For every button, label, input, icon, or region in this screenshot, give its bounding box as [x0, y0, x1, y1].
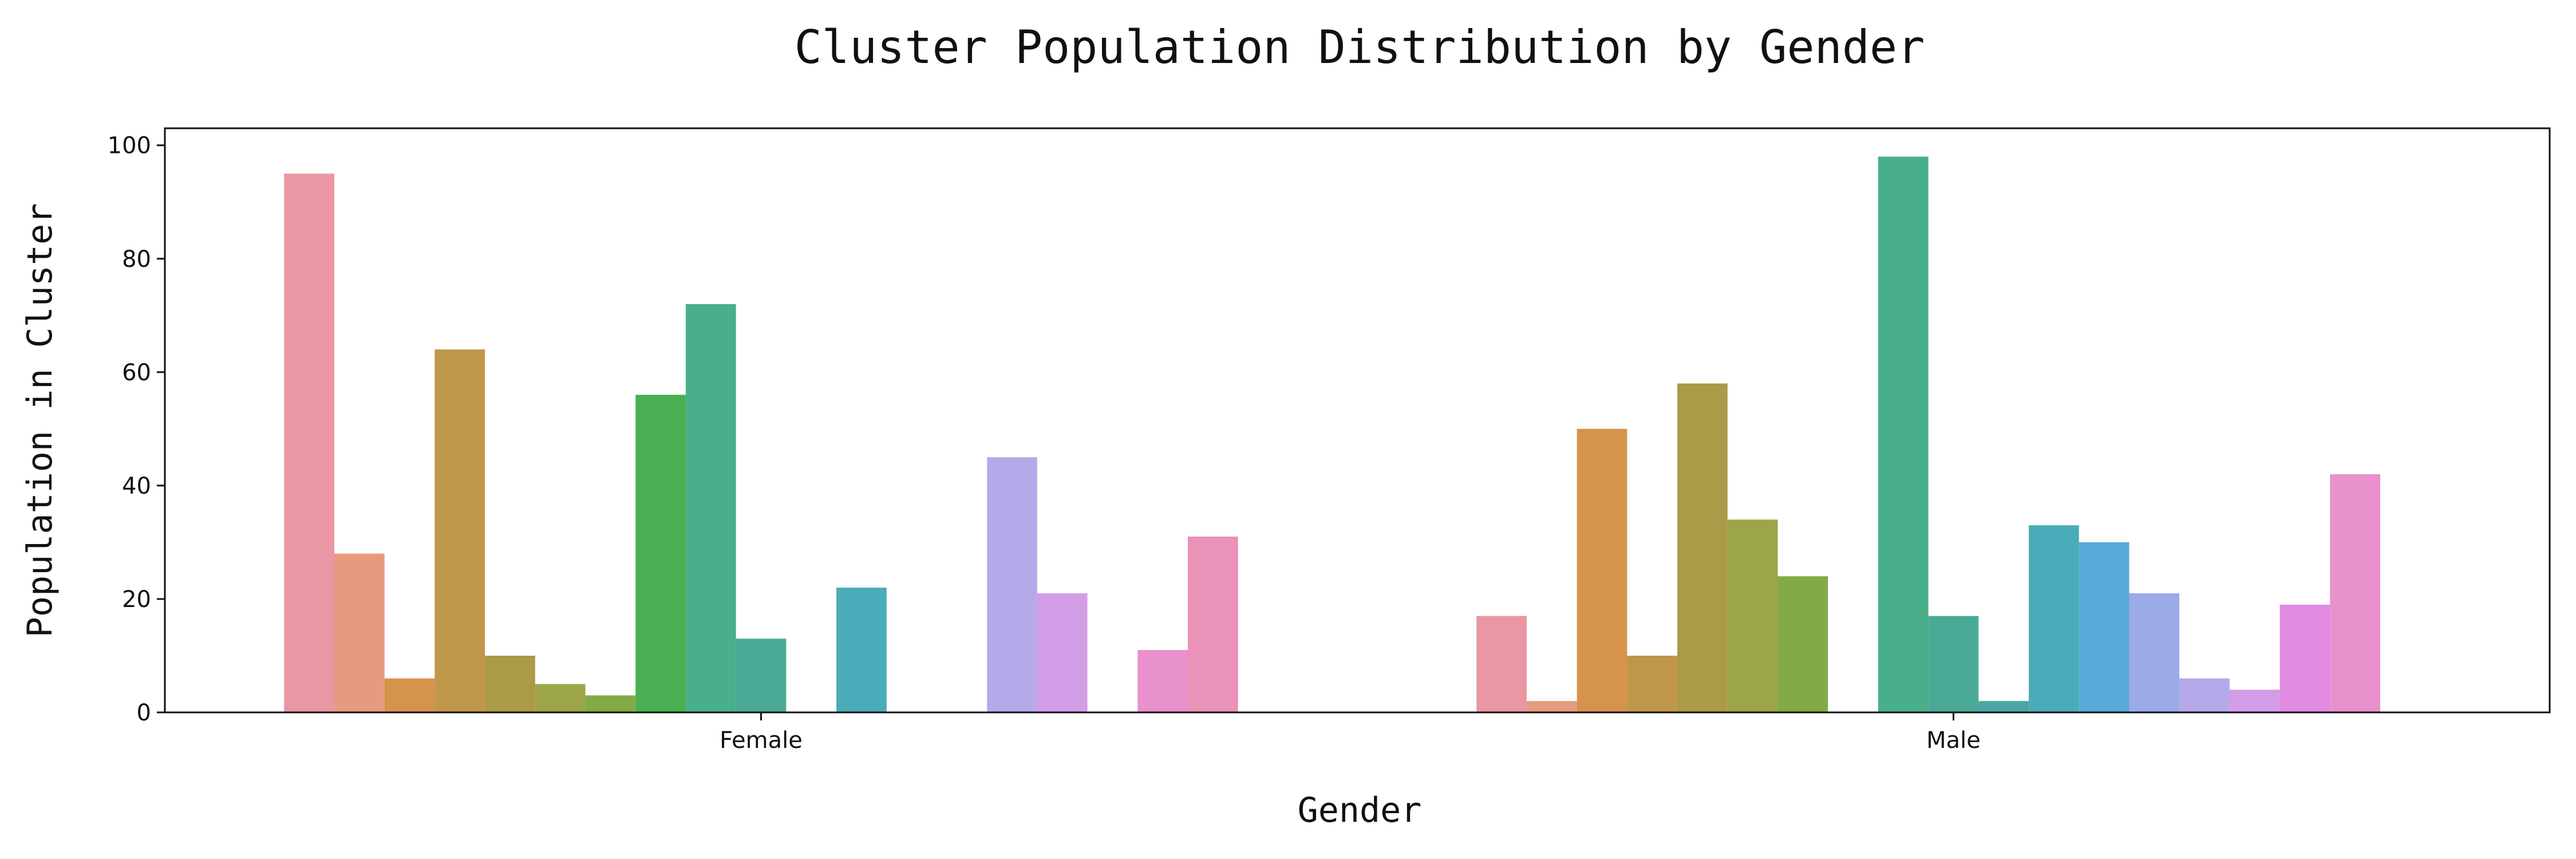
y-tick-label: 80: [122, 246, 151, 273]
bar-male-cluster-5: [1727, 519, 1778, 712]
bar-female-cluster-3: [434, 349, 485, 712]
x-tick-label-male: Male: [1926, 727, 1981, 754]
bar-female-cluster-2: [384, 678, 435, 712]
bar-male-cluster-14: [2179, 678, 2230, 712]
y-axis-label: Population in Cluster: [20, 203, 60, 638]
bar-male-cluster-16: [2279, 604, 2330, 712]
y-tick-label: 100: [108, 133, 151, 159]
bar-male-cluster-1: [1527, 701, 1577, 712]
bar-male-cluster-4: [1677, 383, 1728, 712]
x-axis: Female Male: [720, 712, 1981, 754]
y-axis: 0 20 40 60 80 100: [108, 133, 165, 726]
bar-male-cluster-12: [2079, 542, 2129, 712]
bar-male-cluster-3: [1627, 655, 1678, 712]
bar-male-cluster-2: [1577, 428, 1627, 712]
bar-female-cluster-1: [334, 553, 385, 712]
bar-female-cluster-8: [685, 304, 736, 712]
x-axis-label: Gender: [1298, 790, 1422, 830]
y-tick-label: 40: [122, 473, 151, 499]
bar-female-cluster-7: [635, 395, 686, 712]
bar-female-cluster-17: [1137, 650, 1188, 712]
y-tick-label: 20: [122, 586, 151, 613]
bar-female-cluster-9: [736, 639, 787, 712]
bar-female-cluster-11: [836, 588, 887, 712]
bar-male-cluster-15: [2229, 689, 2280, 712]
bars-group: [284, 156, 2380, 713]
bar-female-cluster-18: [1187, 537, 1238, 712]
bar-male-cluster-10: [1978, 701, 2029, 712]
bar-male-cluster-6: [1777, 576, 1828, 712]
bar-male-cluster-17: [2330, 474, 2380, 712]
bar-female-cluster-14: [987, 457, 1037, 712]
bar-male-cluster-11: [2029, 525, 2079, 712]
y-tick-label: 60: [122, 360, 151, 386]
x-tick-label-female: Female: [720, 727, 803, 754]
y-tick-label: 0: [137, 700, 151, 726]
chart-title: Cluster Population Distribution by Gende…: [795, 21, 1925, 74]
bar-male-cluster-8: [1878, 156, 1929, 712]
bar-female-cluster-15: [1037, 593, 1088, 712]
bar-male-cluster-9: [1928, 616, 1979, 712]
bar-female-cluster-4: [485, 655, 535, 712]
bar-male-cluster-13: [2129, 593, 2180, 712]
bar-male-cluster-0: [1476, 616, 1527, 712]
plot-frame: [164, 127, 2551, 714]
bar-female-cluster-5: [535, 684, 586, 712]
bar-female-cluster-0: [284, 174, 335, 713]
bar-female-cluster-6: [585, 695, 636, 712]
